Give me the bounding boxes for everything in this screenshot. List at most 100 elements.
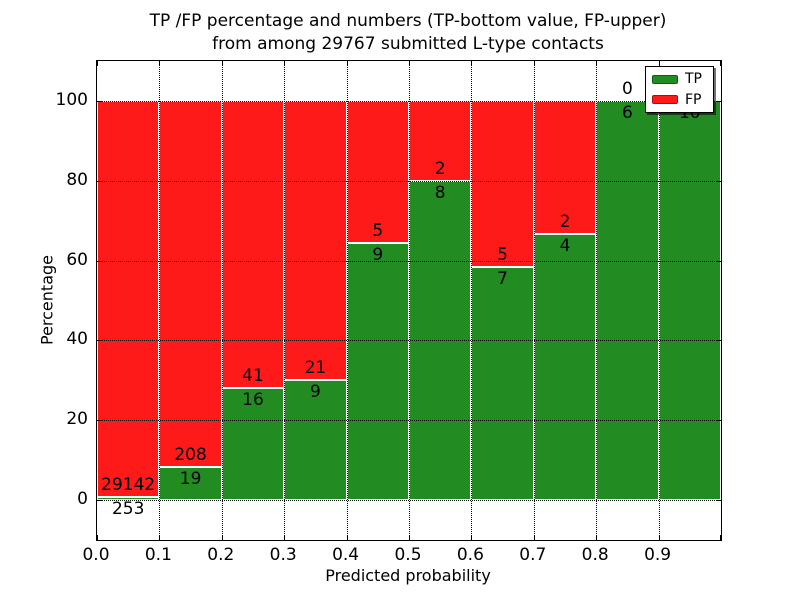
tp-count-label: 253 (111, 498, 145, 519)
x-tick-mark (409, 535, 410, 540)
x-tick-mark (159, 535, 161, 540)
x-tick-label: 0.1 (144, 545, 172, 565)
x-tick-mark (97, 535, 98, 540)
x-tick-mark (159, 61, 161, 66)
legend-label-tp: TP (685, 71, 702, 88)
x-tick-mark (533, 61, 535, 66)
y-tick-label: 60 (66, 249, 88, 270)
fp-count-label: 208 (174, 444, 207, 465)
gridline-vertical (221, 61, 223, 540)
fp-count-label: 5 (372, 221, 384, 242)
x-tick-label: 0.3 (269, 545, 297, 565)
x-tick-mark (346, 61, 348, 66)
fp-count-label: 41 (242, 366, 264, 387)
chart-title-line1: TP /FP percentage and numbers (TP-bottom… (149, 11, 667, 31)
tp-count-label: 19 (179, 468, 202, 489)
x-tick-mark (596, 61, 598, 66)
bar-segment-fp (97, 100, 160, 497)
legend-swatch-tp-icon (652, 74, 678, 84)
x-tick-mark (221, 535, 223, 540)
y-tick-mark (716, 500, 721, 502)
fp-count-label: 0 (621, 78, 633, 99)
tp-count-label: 9 (309, 382, 321, 403)
y-tick-mark (97, 500, 102, 502)
tp-count-label: 6 (621, 102, 633, 123)
fp-count-label: 2 (559, 211, 571, 232)
chart-title-line2: from among 29767 submitted L-type contac… (212, 34, 604, 54)
x-tick-label: 0.6 (456, 545, 484, 565)
tp-count-label: 16 (242, 390, 264, 411)
gridline-vertical (159, 61, 161, 540)
gridline-vertical (409, 61, 410, 540)
bar-segment-fp (346, 100, 409, 244)
x-tick-mark (720, 535, 721, 540)
y-tick-label: 100 (55, 89, 88, 110)
gridline-vertical (346, 61, 348, 540)
x-tick-mark (346, 535, 348, 540)
gridline-vertical (658, 61, 660, 540)
fp-count-label: 2 (434, 158, 446, 179)
x-tick-mark (471, 535, 473, 540)
legend-swatch-fp-icon (652, 95, 678, 105)
gridline-vertical (596, 61, 598, 540)
bar-segment-tp (97, 496, 160, 501)
bar-segment-fp (159, 100, 222, 467)
bar-segment-tp (346, 243, 409, 501)
x-tick-mark (284, 535, 286, 540)
y-tick-mark (97, 180, 102, 182)
x-tick-label: 0.7 (519, 545, 547, 565)
y-tick-mark (716, 260, 721, 262)
gridline-vertical (533, 61, 535, 540)
y-axis-label: Percentage (37, 254, 57, 346)
y-tick-mark (716, 180, 721, 182)
x-tick-label: 0.8 (581, 545, 609, 565)
bar-segment-tp (221, 388, 285, 501)
plot-area: 291422532081941162195928572406010 (96, 60, 722, 541)
x-tick-label: 0.5 (394, 545, 422, 565)
y-tick-label: 80 (66, 169, 88, 190)
x-tick-mark (720, 61, 721, 66)
y-tick-mark (97, 260, 102, 262)
y-tick-label: 40 (66, 329, 88, 350)
legend-label-fp: FP (685, 91, 702, 108)
x-axis-label: Predicted probability (325, 566, 491, 585)
y-tick-mark (97, 100, 102, 102)
x-tick-mark (221, 61, 223, 66)
bar-segment-fp (533, 100, 597, 234)
x-tick-mark (471, 61, 473, 66)
legend-item-tp: TP (652, 72, 707, 86)
gridline-vertical (284, 61, 286, 540)
y-tick-mark (716, 340, 721, 342)
bar-segment-tp (284, 380, 347, 501)
x-tick-mark (409, 61, 410, 66)
x-tick-label: 0.4 (332, 545, 360, 565)
bar-segment-fp (284, 100, 347, 381)
x-tick-label: 0.2 (207, 545, 235, 565)
x-tick-label: 0.9 (644, 545, 672, 565)
bar-segment-fp (409, 100, 472, 181)
x-tick-mark (658, 61, 660, 66)
x-tick-mark (596, 535, 598, 540)
legend-item-fp: FP (652, 93, 707, 107)
bar-segment-tp (471, 267, 534, 501)
tp-count-label: 7 (497, 269, 508, 290)
x-tick-label: 0.0 (82, 545, 110, 565)
y-tick-mark (97, 420, 102, 422)
bar-segment-tp (658, 100, 721, 501)
gridline-vertical (471, 61, 473, 540)
tp-count-label: 8 (434, 182, 446, 203)
bar-segment-tp (159, 466, 222, 501)
y-tick-mark (716, 100, 721, 102)
y-tick-label: 0 (77, 489, 88, 510)
y-tick-label: 20 (66, 409, 88, 430)
y-tick-mark (97, 340, 102, 342)
fp-count-label: 5 (497, 245, 508, 266)
fp-count-label: 21 (304, 358, 327, 379)
x-tick-mark (284, 61, 286, 66)
x-tick-mark (533, 535, 535, 540)
bar-segment-fp (221, 100, 285, 389)
legend: TP FP (645, 66, 714, 113)
y-tick-mark (716, 420, 721, 422)
tp-count-label: 4 (559, 235, 571, 256)
